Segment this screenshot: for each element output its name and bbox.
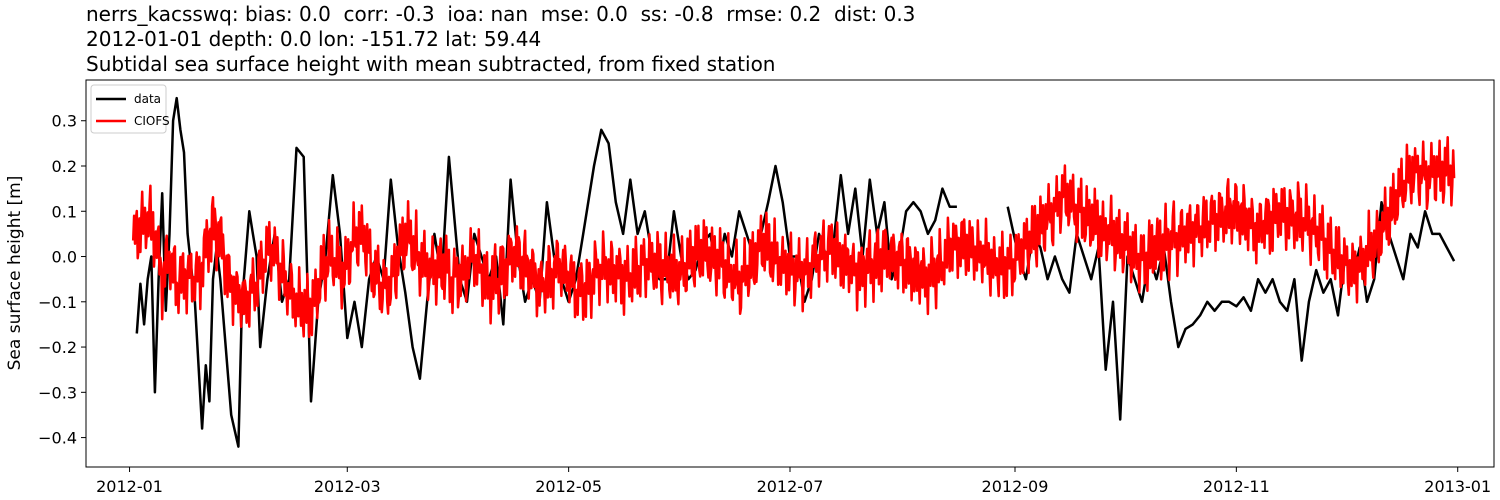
- x-tick-label: 2012-01: [96, 477, 163, 496]
- title-block: nerrs_kacsswq: bias: 0.0 corr: -0.3 ioa:…: [86, 2, 915, 77]
- y-axis-label: Sea surface height [m]: [5, 176, 25, 371]
- x-tick-label: 2012-03: [314, 477, 381, 496]
- y-tick-label: −0.2: [38, 338, 77, 357]
- x-tick-label: 2012-09: [982, 477, 1049, 496]
- chart-title-station: 2012-01-01 depth: 0.0 lon: -151.72 lat: …: [86, 27, 542, 51]
- x-tick-label: 2013-01: [1424, 477, 1491, 496]
- x-tick-label: 2012-11: [1203, 477, 1270, 496]
- y-tick-label: −0.3: [38, 383, 77, 402]
- x-tick-label: 2012-05: [535, 477, 602, 496]
- y-tick-label: 0.1: [52, 202, 77, 221]
- series-layer: [131, 96, 1456, 448]
- legend-label-ciofs: CIOFS: [134, 114, 170, 128]
- chart-title-stats: nerrs_kacsswq: bias: 0.0 corr: -0.3 ioa:…: [86, 2, 916, 26]
- chart-title-description: Subtidal sea surface height with mean su…: [86, 52, 776, 76]
- series-line-data-segment-2: [1006, 200, 1456, 421]
- y-tick-label: 0.0: [52, 248, 77, 267]
- y-tick-label: −0.4: [38, 429, 77, 448]
- y-axis: 0.3 0.2 0.1 0.0 −0.1 −0.2 −0.3 −0.4: [38, 112, 86, 448]
- x-tick-label: 2012-07: [757, 477, 824, 496]
- legend-label-data: data: [134, 92, 161, 106]
- y-tick-label: −0.1: [38, 293, 77, 312]
- y-tick-label: 0.2: [52, 157, 77, 176]
- legend: data CIOFS: [90, 84, 170, 134]
- x-axis: 2012-01 2012-03 2012-05 2012-07 2012-09 2012-…: [96, 467, 1491, 496]
- series-line-ciofs: [131, 136, 1456, 339]
- y-tick-label: 0.3: [52, 112, 77, 131]
